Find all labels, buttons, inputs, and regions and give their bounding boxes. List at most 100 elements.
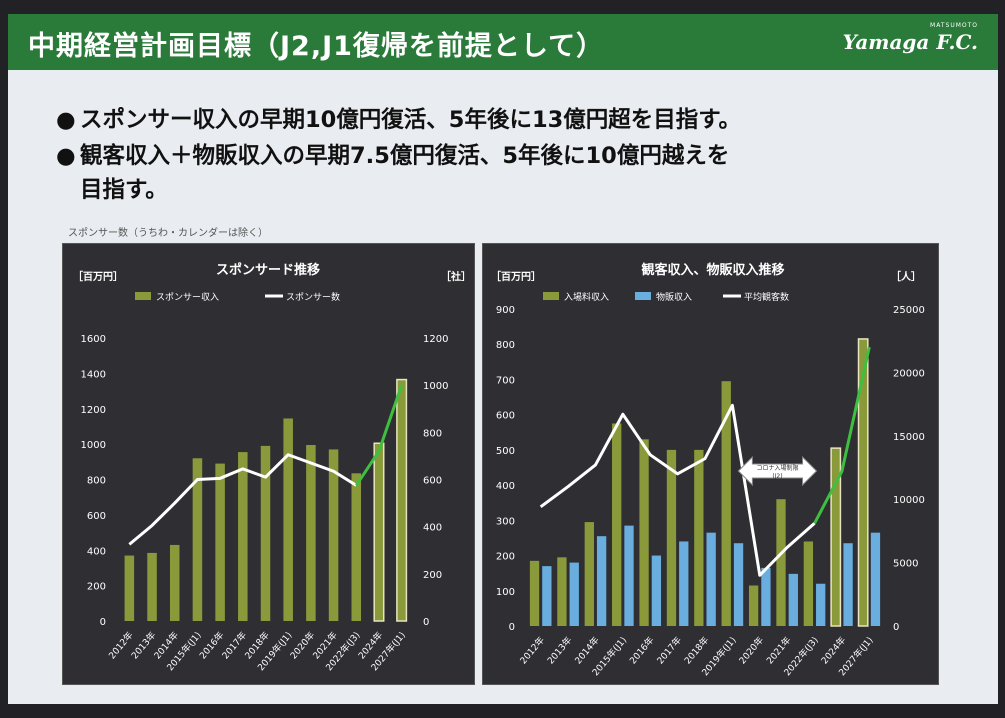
bar (169, 544, 180, 621)
projection-line (813, 346, 871, 524)
y-tick-label: 400 (496, 481, 515, 492)
chart-title: 観客収入、物販収入推移 (640, 262, 784, 278)
legend-swatch (635, 292, 651, 300)
bar (679, 541, 689, 626)
y-tick-label: 800 (87, 476, 106, 487)
y2-tick-label: 200 (423, 570, 442, 581)
bar (596, 536, 607, 626)
bar (283, 418, 293, 621)
y-tick-label: 1200 (81, 405, 106, 416)
x-tick-label: 2012年 (517, 634, 547, 666)
sponsor-chart-panel: スポンサード推移 ［百万円］ ［社］ 0 200 400 600 800 1000 1200 140… (62, 243, 475, 685)
y-tick-label: 1000 (81, 440, 106, 451)
bar (124, 555, 135, 621)
bar (612, 423, 622, 626)
y2-tick-label: 25000 (893, 305, 925, 316)
page-title: 中期経営計画目標（J2,J1復帰を前提として） (28, 31, 605, 62)
bar (260, 445, 271, 621)
x-tick-label: 2024年 (819, 634, 849, 666)
y2-tick-label: 5000 (893, 559, 918, 570)
y2-tick-label: 600 (423, 476, 442, 487)
bar (666, 449, 677, 626)
y-axis-unit-label: ［百万円］ (491, 270, 541, 283)
bar (721, 381, 731, 626)
y2-tick-label: 1200 (423, 334, 448, 345)
legend-label: 入場料収入 (564, 291, 609, 303)
bar (328, 449, 339, 621)
y-tick-label: 200 (87, 582, 106, 593)
bar (584, 522, 594, 626)
slide: 中期経営計画目標（J2,J1復帰を前提として） MATSUMOTO Yamaga… (8, 14, 998, 704)
projection-line (355, 384, 404, 487)
y-tick-label: 1600 (81, 334, 106, 345)
bar (351, 473, 362, 621)
bar (306, 445, 316, 621)
bullet-dot: ● (56, 143, 76, 169)
club-logo: MATSUMOTO Yamaga F.C. (834, 22, 984, 62)
y2-tick-label: 0 (893, 622, 899, 633)
bar (373, 442, 385, 622)
y2-tick-label: 0 (423, 617, 429, 628)
legend-swatch (135, 292, 151, 300)
annotation-label: (J2) (772, 473, 782, 480)
bar (639, 439, 649, 626)
y2-tick-label: 400 (423, 523, 442, 534)
y2-axis-unit-label: ［社］ (441, 270, 471, 283)
logo-small-text: MATSUMOTO (930, 22, 978, 29)
bar (788, 573, 798, 626)
bar (557, 557, 567, 626)
bar (830, 447, 842, 627)
series-line (128, 453, 358, 546)
bar (192, 458, 203, 621)
y-tick-label: 500 (496, 446, 515, 457)
series-line (539, 403, 816, 577)
y2-tick-label: 1000 (423, 381, 448, 392)
bar (238, 452, 248, 621)
bar (733, 543, 744, 626)
annotation-label: コロナ入場制限 (756, 464, 798, 472)
logo-text: Yamaga F.C. (842, 30, 978, 54)
y2-tick-label: 800 (423, 428, 442, 439)
y2-tick-label: 10000 (893, 495, 925, 506)
bar (529, 560, 540, 626)
annotation-arrow (737, 455, 818, 487)
bar (396, 378, 408, 622)
x-tick-label: 2021年 (764, 634, 794, 666)
y2-axis-unit-label: ［人］ (891, 270, 921, 283)
x-tick-label: 2018年 (682, 634, 712, 666)
y-tick-label: 0 (100, 617, 106, 628)
bullet-text: スポンサー収入の早期10億円復活、5年後に13億円超を目指す。 (80, 107, 742, 133)
bar (706, 532, 716, 626)
chart-note: スポンサー数（うちわ・カレンダーは除く） (68, 228, 268, 239)
bar (147, 552, 157, 621)
x-tick-label: 2014年 (572, 634, 602, 666)
bar (542, 566, 552, 626)
bar (215, 463, 225, 621)
y-tick-label: 800 (496, 340, 515, 351)
x-tick-label: 2016年 (627, 634, 657, 666)
y-tick-label: 1400 (81, 369, 106, 380)
x-tick-label: 2020年 (736, 634, 766, 666)
bar (816, 583, 826, 626)
legend-label: 物販収入 (656, 291, 692, 303)
y2-tick-label: 15000 (893, 432, 925, 443)
attendance-chart-panel: 観客収入、物販収入推移 ［百万円］ ［人］ 0 100 200 300 400 500 600 70… (482, 243, 939, 685)
bullet-item: ● 観客収入＋物販収入の早期7.5億円復活、5年後に10億円越えを (56, 140, 729, 172)
title-bar: 中期経営計画目標（J2,J1復帰を前提として） MATSUMOTO Yamaga… (8, 14, 998, 70)
x-tick-label: 2017年 (654, 634, 684, 666)
bar (748, 585, 759, 626)
bullet-dot: ● (56, 107, 76, 133)
y-tick-label: 900 (496, 305, 515, 316)
y-axis-unit-label: ［百万円］ (73, 270, 123, 283)
legend-label: 平均観客数 (744, 291, 789, 303)
bar (857, 338, 869, 627)
x-tick-label: 2013年 (545, 634, 575, 666)
y-tick-label: 0 (509, 622, 515, 633)
bar (651, 555, 662, 626)
bar (870, 532, 881, 626)
y-tick-label: 100 (496, 587, 515, 598)
legend-label: スポンサー収入 (156, 291, 219, 303)
y-tick-label: 300 (496, 516, 515, 527)
legend-label: スポンサー数 (286, 291, 340, 303)
y-tick-label: 400 (87, 546, 106, 557)
